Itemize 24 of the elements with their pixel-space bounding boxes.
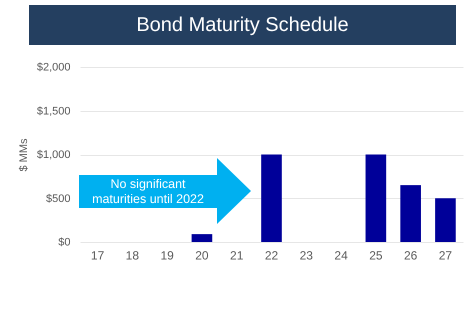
chart-title: Bond Maturity Schedule (29, 5, 456, 45)
x-tick-label: 18 (126, 248, 140, 262)
x-tick-label: 24 (334, 248, 348, 262)
annotation: No significant maturities until 2022 (91, 176, 205, 208)
y-tick-label: $0 (58, 236, 70, 248)
x-tick-label: 25 (369, 248, 383, 262)
bar (261, 154, 282, 242)
y-tick-label: $1,500 (36, 105, 70, 118)
y-axis-title: $ MMs (18, 138, 30, 172)
bar (435, 198, 456, 242)
x-tick-label: 23 (300, 248, 314, 262)
x-tick-label: 19 (160, 248, 174, 262)
bar (400, 185, 421, 242)
y-tick-label: $2,000 (36, 62, 70, 74)
x-tick-label: 17 (90, 248, 105, 262)
y-tick-label: $1,000 (36, 149, 70, 161)
bar (366, 154, 386, 242)
x-tick-label: 27 (438, 248, 452, 262)
bar (192, 234, 212, 242)
x-tick-label: 22 (264, 248, 278, 262)
x-tick-label: 21 (230, 248, 244, 262)
y-tick-label: $500 (46, 192, 70, 205)
x-tick-label: 26 (404, 248, 418, 262)
x-tick-label: 20 (195, 248, 209, 262)
